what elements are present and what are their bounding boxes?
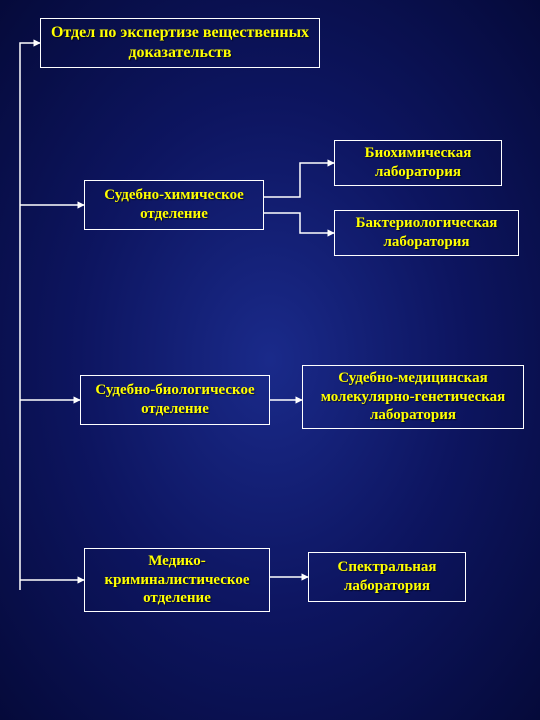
node-root: Отдел по экспертизе вещественных доказат… [40,18,320,68]
edge-chem-biochem [264,163,334,197]
node-crim: Медико-криминалистическое отделение [84,548,270,612]
node-bact: Бактериологическая лаборатория [334,210,519,256]
edge-trunk-root [20,43,40,590]
node-bio: Судебно-биологическое отделение [80,375,270,425]
node-biochem: Биохимическая лаборатория [334,140,502,186]
node-chem: Судебно-химическое отделение [84,180,264,230]
node-spectral: Спектральная лаборатория [308,552,466,602]
edge-chem-bact [264,213,334,233]
connector-layer [0,0,540,720]
node-molgen: Судебно-медицинская молекулярно-генетиче… [302,365,524,429]
